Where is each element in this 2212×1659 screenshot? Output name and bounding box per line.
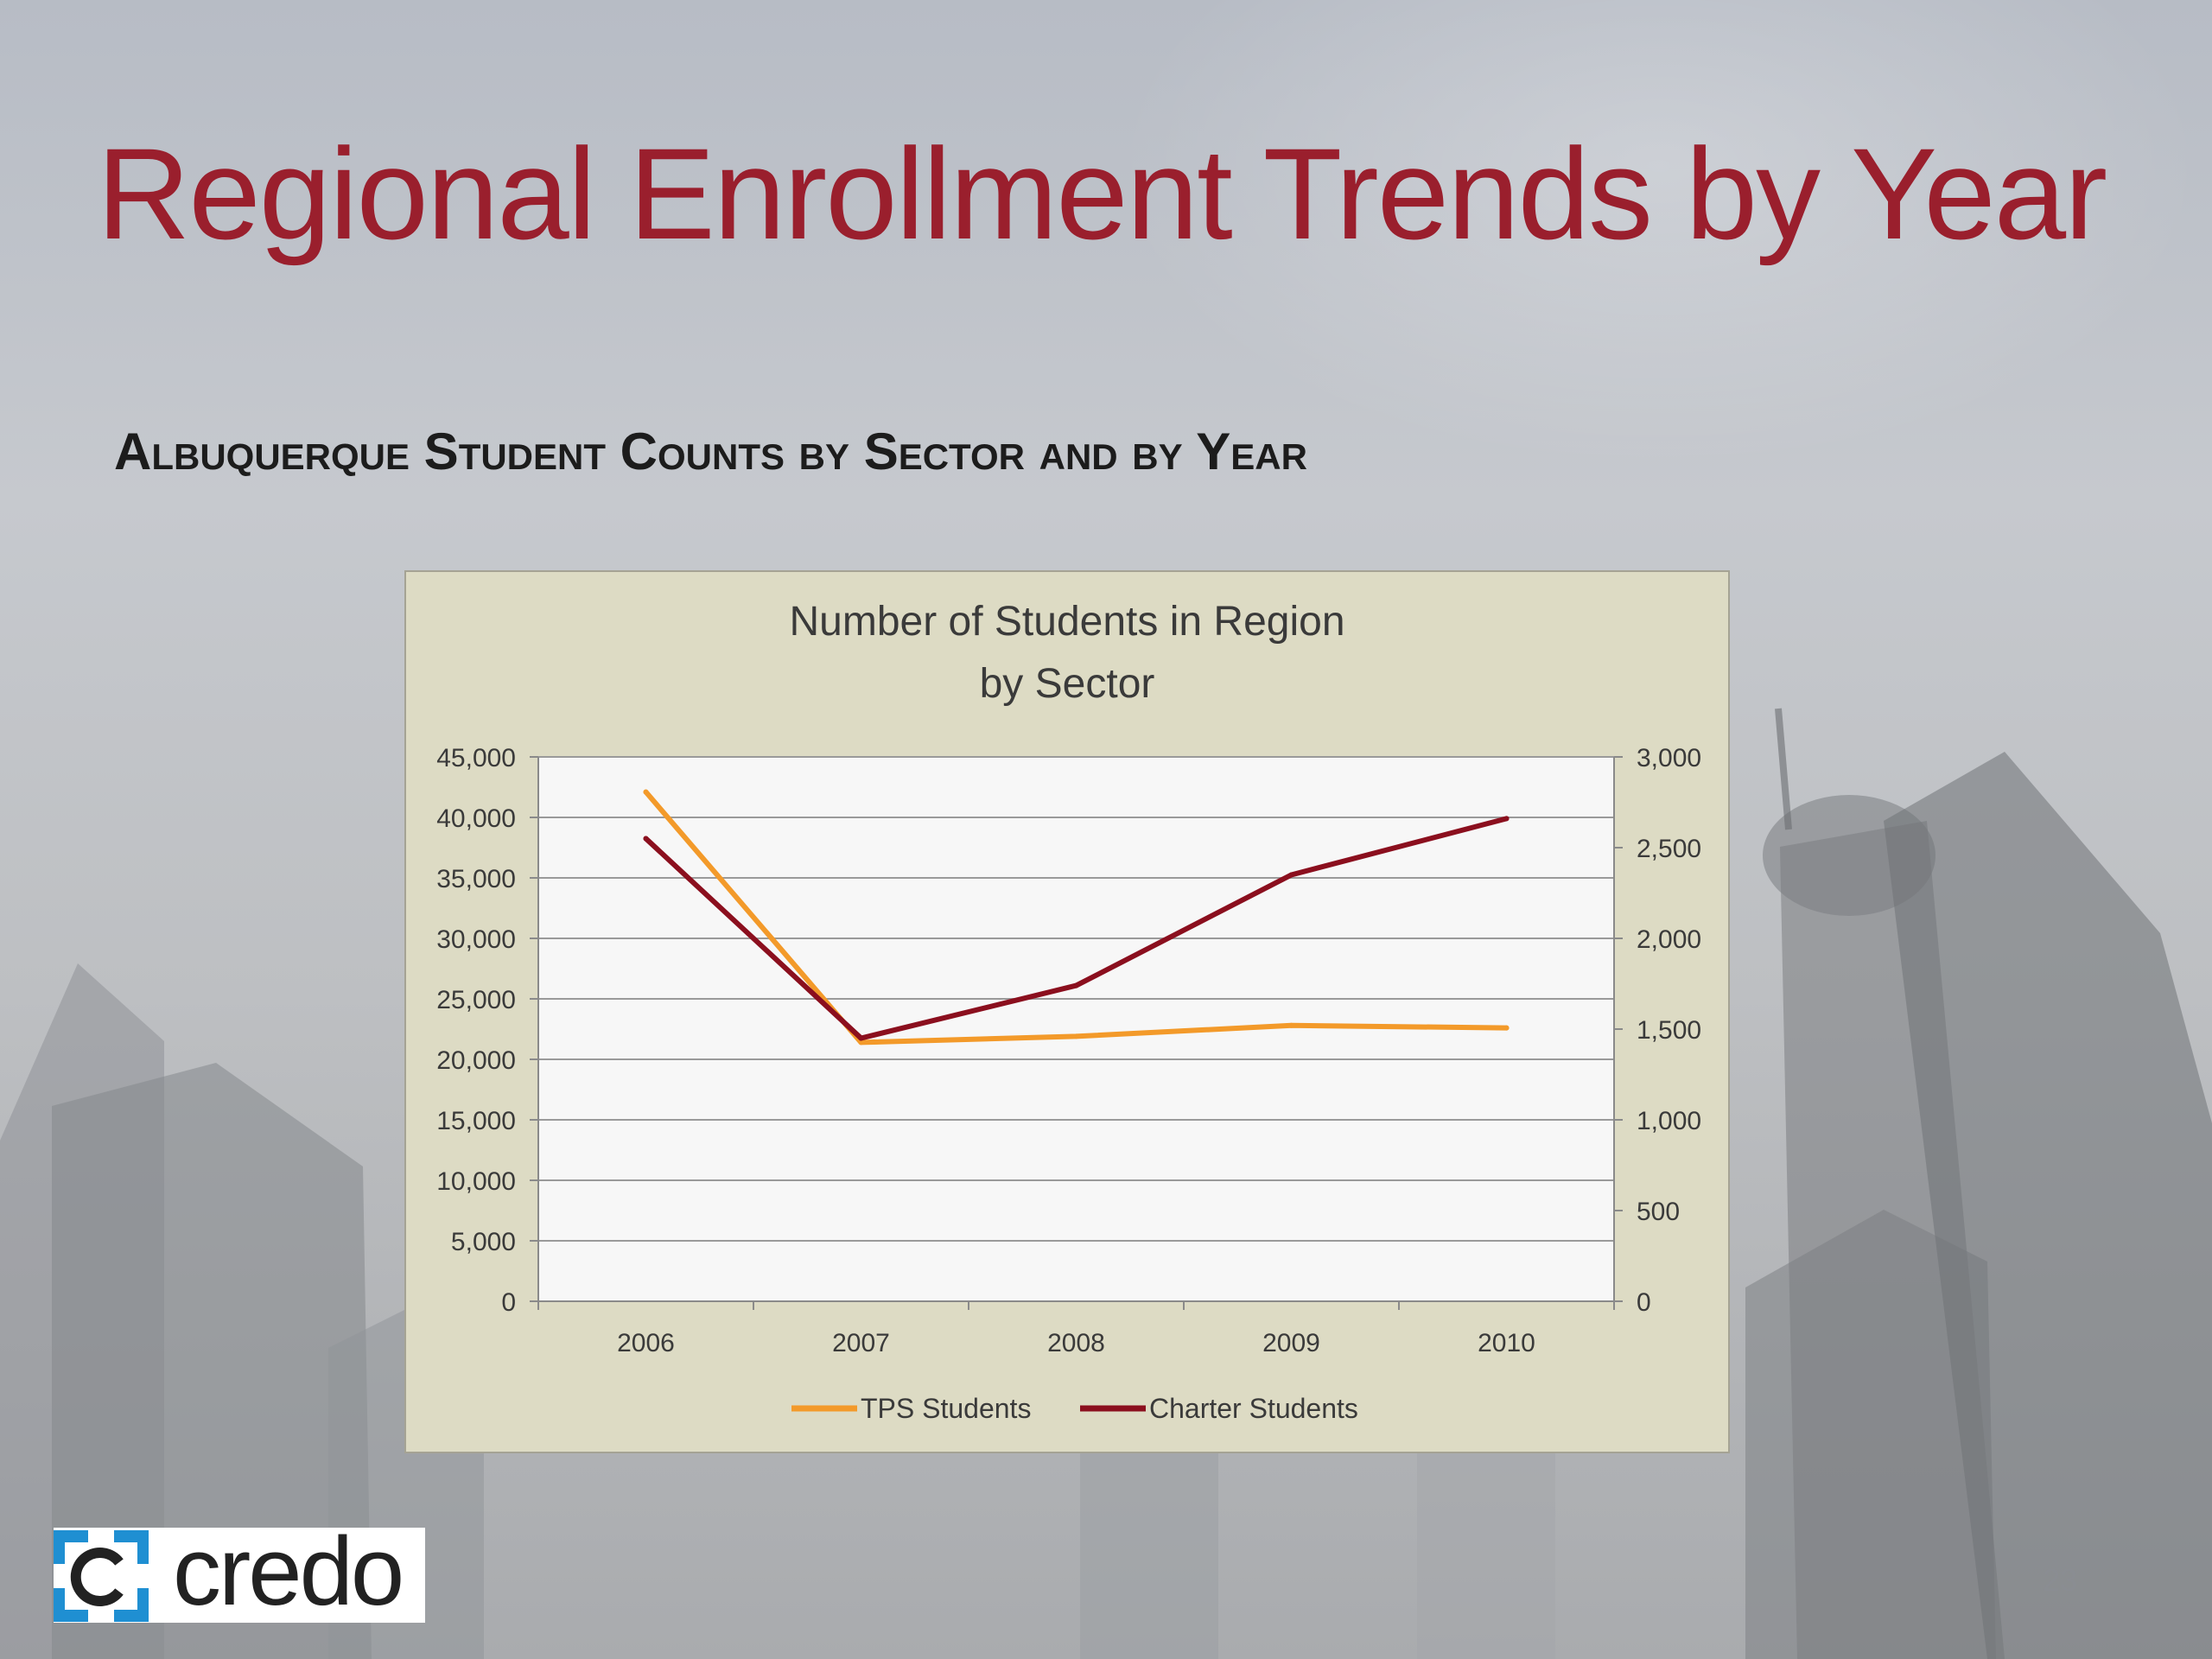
data-point [643, 789, 649, 795]
chart-panel: Number of Students in Region by Sector 0… [404, 570, 1730, 1453]
left-axis-tick-label: 20,000 [436, 1046, 516, 1075]
right-axis-tick-label: 1,000 [1637, 1107, 1701, 1135]
right-axis-tick-label: 500 [1637, 1198, 1680, 1226]
chart-title-line-1: Number of Students in Region [789, 599, 1345, 645]
legend-label: Charter Students [1149, 1393, 1358, 1424]
left-axis-tick-label: 10,000 [436, 1167, 516, 1196]
left-axis-tick-label: 15,000 [436, 1107, 516, 1135]
data-point [1288, 872, 1294, 878]
data-point [1073, 982, 1079, 988]
slide-number: 23 [2042, 1562, 2077, 1598]
left-axis-tick-label: 5,000 [451, 1228, 516, 1256]
logo-mark-icon [54, 1528, 149, 1623]
left-axis-tick-label: 25,000 [436, 986, 516, 1014]
left-axis-tick-label: 30,000 [436, 925, 516, 954]
data-point [1503, 816, 1510, 822]
data-point [1503, 1025, 1510, 1031]
right-axis-tick-label: 0 [1637, 1288, 1651, 1317]
right-axis-tick-label: 2,500 [1637, 835, 1701, 863]
left-axis-tick-label: 45,000 [436, 744, 516, 772]
credo-logo: credo [54, 1517, 425, 1625]
data-point [858, 1035, 864, 1041]
right-axis-tick-label: 3,000 [1637, 744, 1701, 772]
left-axis-tick-label: 40,000 [436, 804, 516, 833]
x-axis-tick-label: 2008 [1047, 1329, 1105, 1357]
x-axis-tick-label: 2007 [832, 1329, 890, 1357]
data-point [858, 1039, 864, 1046]
x-axis-tick-label: 2009 [1262, 1329, 1320, 1357]
x-axis-tick-label: 2010 [1478, 1329, 1535, 1357]
right-axis-tick-label: 2,000 [1637, 925, 1701, 954]
chart-title-line-2: by Sector [979, 661, 1155, 707]
left-axis-tick-label: 35,000 [436, 865, 516, 893]
slide-title: Regional Enrollment Trends by Year [97, 121, 2107, 266]
data-point [643, 836, 649, 842]
slide-subtitle: Albuquerque Student Counts by Sector and… [114, 423, 1307, 480]
line-chart: 0 5,000 10,000 15,000 20,000 25,000 30,000 35,0… [436, 744, 1701, 1424]
data-point [1073, 1033, 1079, 1039]
left-axis-tick-label: 0 [501, 1288, 516, 1317]
legend-label: TPS Students [861, 1393, 1031, 1424]
data-point [1288, 1022, 1294, 1028]
logo-text: credo [173, 1517, 404, 1625]
x-axis-tick-label: 2006 [617, 1329, 675, 1357]
right-axis-tick-label: 1,500 [1637, 1016, 1701, 1045]
